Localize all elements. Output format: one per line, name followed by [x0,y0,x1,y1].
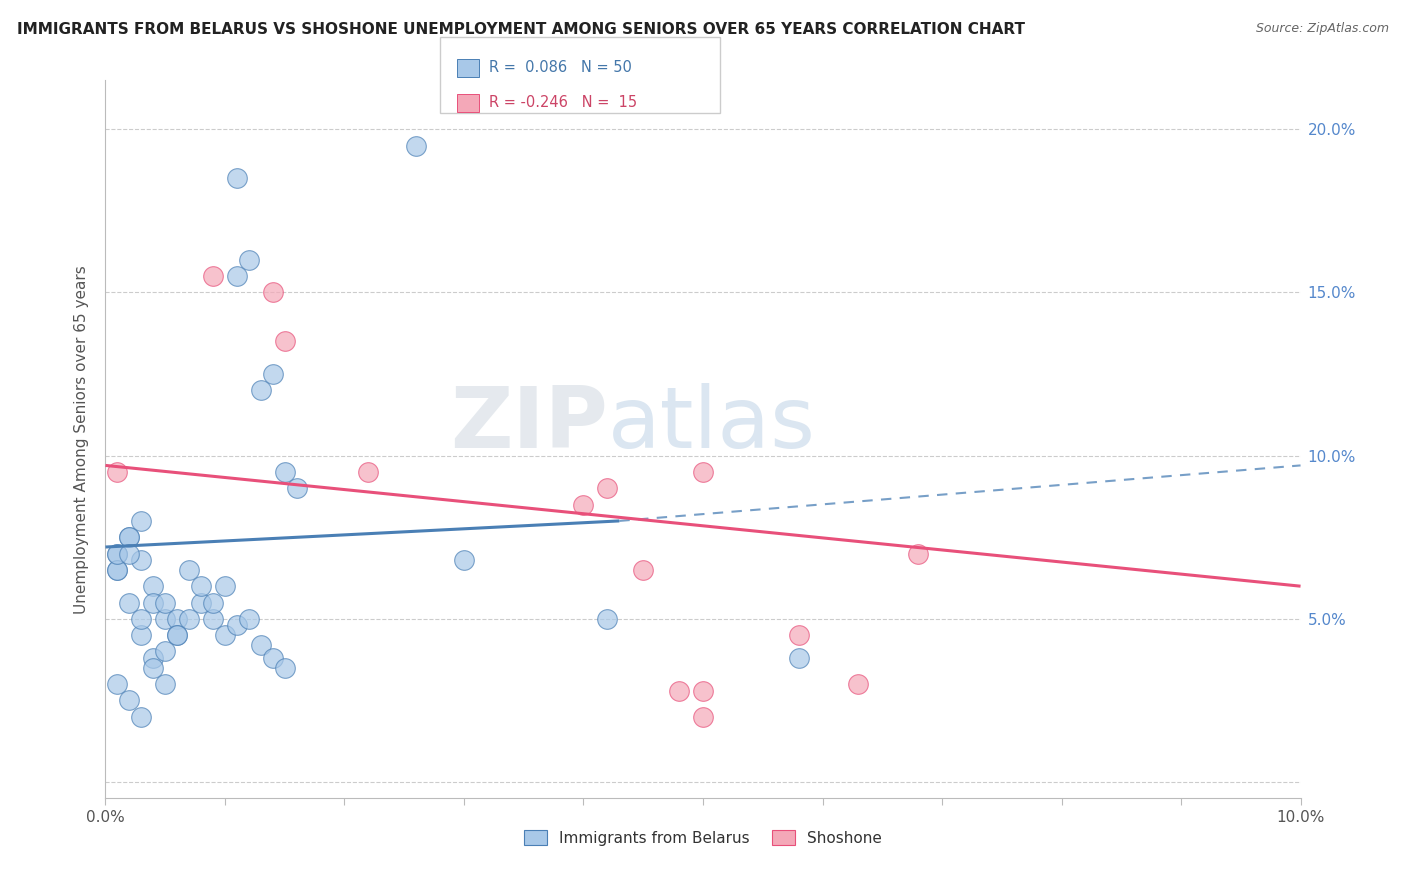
Point [202,595,225,609]
Text: atlas: atlas [607,384,815,467]
Point [190,595,212,609]
Point [787,651,810,665]
Point [142,579,165,593]
Point [166,612,188,626]
Legend: Immigrants from Belarus, Shoshone: Immigrants from Belarus, Shoshone [517,823,889,852]
Point [250,384,273,398]
Point [129,628,153,642]
Point [262,651,284,665]
Point [202,269,225,284]
Point [357,465,380,479]
Text: Source: ZipAtlas.com: Source: ZipAtlas.com [1256,22,1389,36]
Point [405,138,427,153]
Point [202,612,225,626]
Point [129,612,153,626]
Point [129,710,153,724]
Point [118,595,141,609]
Point [214,579,236,593]
Point [596,481,619,495]
Point [107,563,129,577]
Point [166,628,188,642]
Point [107,547,129,561]
Point [262,367,284,381]
Point [907,547,929,561]
Point [107,677,129,691]
Point [142,651,165,665]
Text: R =  0.086   N = 50: R = 0.086 N = 50 [489,60,633,75]
Point [155,612,177,626]
Point [142,595,165,609]
Point [190,579,212,593]
Point [177,612,201,626]
Point [214,628,236,642]
Point [225,171,249,186]
Point [273,465,295,479]
Y-axis label: Unemployment Among Seniors over 65 years: Unemployment Among Seniors over 65 years [75,265,90,614]
Point [692,683,714,698]
Point [107,547,129,561]
Point [238,252,260,267]
Point [273,334,295,349]
Point [118,693,141,707]
Point [155,677,177,691]
Point [129,514,153,528]
Point [225,618,249,632]
Point [155,595,177,609]
Point [572,498,595,512]
Point [633,563,655,577]
Point [273,661,295,675]
Point [155,644,177,658]
Point [118,547,141,561]
Point [668,683,690,698]
Point [846,677,869,691]
Point [118,530,141,544]
Point [118,530,141,544]
Point [142,661,165,675]
Point [692,710,714,724]
Point [225,269,249,284]
Point [129,553,153,567]
Point [692,465,714,479]
Point [177,563,201,577]
Point [107,465,129,479]
Point [107,563,129,577]
Point [285,481,308,495]
Text: R = -0.246   N =  15: R = -0.246 N = 15 [489,95,637,111]
Point [596,612,619,626]
Point [166,628,188,642]
Point [453,553,475,567]
Point [238,612,260,626]
Point [262,285,284,300]
Text: IMMIGRANTS FROM BELARUS VS SHOSHONE UNEMPLOYMENT AMONG SENIORS OVER 65 YEARS COR: IMMIGRANTS FROM BELARUS VS SHOSHONE UNEM… [17,22,1025,37]
Point [250,638,273,652]
Point [787,628,810,642]
Text: ZIP: ZIP [450,384,607,467]
